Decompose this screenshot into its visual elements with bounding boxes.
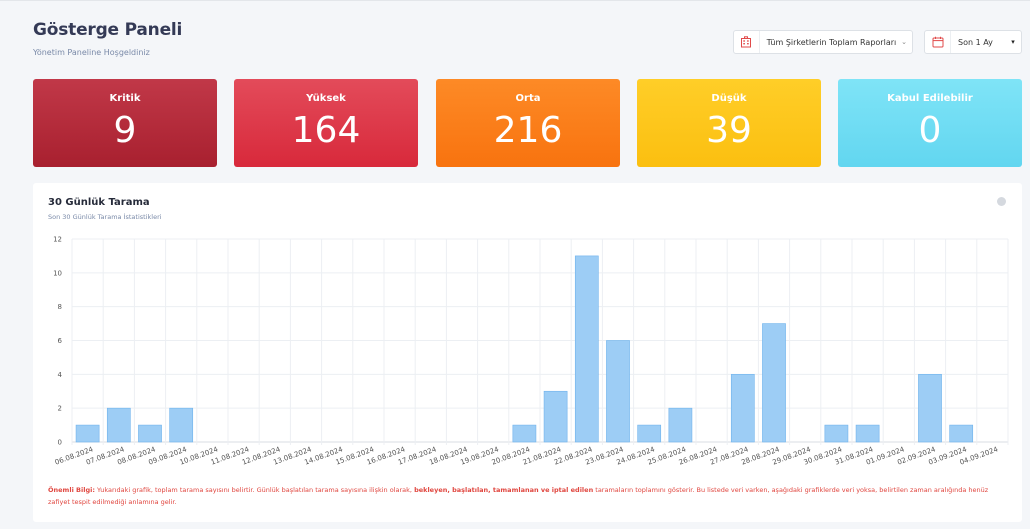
bar (668, 407, 693, 443)
period-select[interactable]: Son 1 Ay ▾ (924, 30, 1022, 54)
chevron-down-icon: ⌄ (901, 38, 908, 46)
y-tick-label: 2 (58, 405, 62, 413)
stat-card-value: 39 (706, 110, 752, 151)
info-note-lead: Önemli Bilgi: (48, 486, 95, 494)
bar (824, 424, 849, 443)
stat-card-kritik[interactable]: Kritik 9 (33, 79, 217, 167)
stat-card-yuksek[interactable]: Yüksek 164 (234, 79, 418, 167)
info-note: Önemli Bilgi: Yukarıdaki grafik, toplam … (48, 484, 1008, 508)
bar (949, 424, 974, 443)
period-select-value: Son 1 Ay (958, 37, 993, 47)
y-tick-label: 6 (58, 337, 63, 345)
page-title: Gösterge Paneli (33, 20, 183, 40)
stat-card-value: 164 (291, 110, 361, 151)
bar (637, 424, 662, 443)
bar (574, 255, 599, 443)
info-note-text: Yukarıdaki grafik, toplam tarama sayısın… (94, 486, 415, 494)
top-border (0, 0, 1030, 1)
bar (918, 374, 942, 443)
stat-card-label: Yüksek (306, 93, 346, 104)
bar (75, 424, 100, 443)
stat-card-value: 0 (918, 110, 942, 151)
stat-card-value: 9 (113, 110, 137, 151)
panel-subtitle: Son 30 Günlük Tarama İstatistikleri (48, 213, 162, 221)
company-select[interactable]: Tüm Şirketlerin Toplam Raporları ⌄ (733, 30, 913, 54)
bar (606, 340, 630, 443)
company-select-value: Tüm Şirketlerin Toplam Raporları (766, 37, 897, 47)
info-note-bold: bekleyen, başlatılan, tamamlanan ve ipta… (414, 486, 594, 494)
y-tick-label: 12 (53, 236, 62, 244)
stat-card-label: Orta (515, 93, 541, 104)
bar (730, 374, 755, 443)
stat-card-label: Kritik (109, 93, 141, 104)
building-icon (734, 31, 760, 53)
bar (762, 323, 786, 443)
y-tick-label: 4 (58, 371, 63, 379)
stat-card-label: Kabul Edilebilir (887, 93, 973, 104)
panel-title: 30 Günlük Tarama (48, 197, 150, 208)
bar (855, 424, 880, 443)
stat-card-label: Düşük (711, 93, 747, 104)
page-subtitle: Yönetim Paneline Hoşgeldiniz (33, 48, 150, 57)
bar (138, 424, 162, 443)
bar (543, 390, 568, 443)
chevron-down-icon: ▾ (1011, 38, 1015, 46)
y-tick-label: 10 (53, 269, 62, 277)
bar (512, 424, 537, 443)
info-note-text-end: taramaların toplamını gösterir. Bu liste… (48, 486, 989, 506)
y-tick-label: 0 (58, 439, 62, 447)
bar (169, 407, 194, 443)
calendar-icon (925, 31, 951, 53)
stat-card-dusuk[interactable]: Düşük 39 (637, 79, 821, 167)
stat-card-kabul-edilebilir[interactable]: Kabul Edilebilir 0 (838, 79, 1022, 167)
panel-menu-dot-icon[interactable] (997, 197, 1006, 206)
stat-card-orta[interactable]: Orta 216 (436, 79, 620, 167)
y-tick-label: 8 (58, 303, 62, 311)
bar (106, 407, 131, 443)
stat-card-value: 216 (493, 110, 563, 151)
